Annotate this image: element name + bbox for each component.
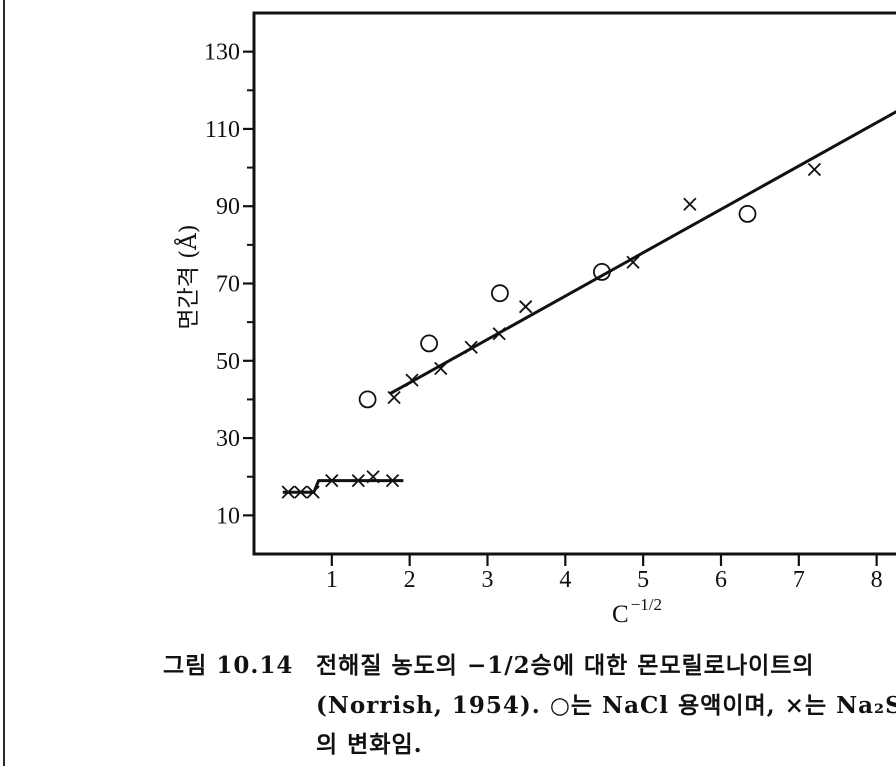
x-tick-label: 2 (404, 567, 416, 593)
data-point-cross (518, 300, 533, 314)
trend-line (282, 479, 404, 494)
x-axis-title: C −1/2 (612, 595, 662, 628)
caption-figure-number: 그림 10.14 (163, 652, 294, 679)
plot-frame (252, 11, 896, 556)
y-tick-label: 90 (216, 194, 240, 220)
x-tick-label: 6 (715, 567, 727, 593)
y-tick-label: 110 (205, 117, 240, 143)
scan-edge-line (3, 0, 5, 766)
data-point-circle (420, 334, 439, 353)
caption-line-2: (Norrish, 1954). ○는 NaCl 용액이며, ×는 Na₂S (316, 692, 896, 719)
data-point-cross (405, 373, 419, 387)
y-axis-title: 면간격 (Å) (174, 224, 202, 329)
y-tick-label: 70 (216, 272, 240, 298)
y-tick-label: 10 (216, 503, 240, 529)
data-point-cross (492, 327, 506, 341)
trend-line (389, 110, 896, 395)
y-tick-label: 30 (216, 426, 240, 452)
data-point-cross (464, 340, 478, 354)
data-point-cross (351, 473, 365, 488)
chart: 10 30 50 70 90 110 130 1 2 3 4 5 6 7 8 면간격 (Å) C −1/2 (174, 11, 896, 628)
data-markers (281, 162, 822, 499)
data-point-cross (366, 470, 380, 484)
y-tick-label: 130 (204, 40, 240, 66)
data-point-cross (325, 473, 339, 488)
data-point-cross (387, 390, 401, 405)
caption-line-3: 의 변화임. (316, 731, 423, 758)
x-tick-label: 3 (481, 567, 493, 593)
x-axis-ticks: 1 2 3 4 5 6 7 8 (326, 554, 883, 593)
x-tick-label: 7 (793, 567, 805, 593)
x-axis-title-superscript: −1/2 (631, 595, 662, 614)
data-point-circle (593, 262, 611, 281)
data-point-cross (281, 485, 295, 499)
data-point-circle (358, 390, 377, 409)
y-tick-label: 50 (216, 349, 240, 375)
data-point-circle (490, 284, 509, 303)
caption-line-1: 전해질 농도의 −1/2승에 대한 몬모릴로나이트의 (316, 652, 815, 679)
data-point-cross (434, 361, 448, 376)
data-point-cross (306, 485, 320, 499)
data-point-cross (626, 255, 640, 269)
x-axis-title-base: C (612, 601, 629, 628)
data-point-cross (683, 197, 697, 211)
trend-lines (282, 110, 896, 494)
data-point-cross (294, 485, 308, 499)
data-point-cross (807, 162, 822, 177)
x-tick-label: 1 (326, 567, 338, 593)
y-axis-ticks: 10 30 50 70 90 110 130 (204, 40, 254, 529)
x-tick-label: 5 (637, 567, 649, 593)
data-point-circle (738, 204, 757, 223)
figure-caption: 그림 10.14 전해질 농도의 −1/2승에 대한 몬모릴로나이트의 (Nor… (0, 640, 896, 766)
x-tick-label: 4 (559, 567, 571, 593)
x-tick-label: 8 (871, 567, 883, 593)
data-point-cross (385, 473, 400, 488)
